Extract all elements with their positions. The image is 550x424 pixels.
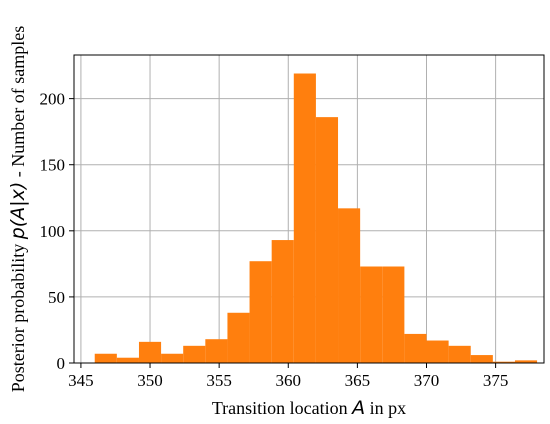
y-tick-label: 150 xyxy=(40,156,66,175)
histogram-bar xyxy=(161,353,184,363)
histogram-bar xyxy=(94,353,117,363)
x-axis-label-post: in px xyxy=(365,398,406,418)
y-tick-label: 0 xyxy=(57,354,66,373)
y-tick-label: 200 xyxy=(40,90,66,109)
y-tick-label: 50 xyxy=(48,288,65,307)
histogram-bar xyxy=(404,333,427,363)
axis-ticks: 345 350 355 360 365 370 375 0 50 100 150 200 xyxy=(40,90,509,390)
histogram-bar xyxy=(514,360,538,363)
plot-frame xyxy=(73,54,545,364)
x-tick-label: 370 xyxy=(414,371,440,390)
y-axis-label: Posterior probability p(A|x) - Number of… xyxy=(7,26,29,392)
histogram-bar xyxy=(271,240,294,363)
histogram-bar xyxy=(183,345,206,363)
histogram-bar xyxy=(470,355,493,363)
histogram-bar xyxy=(293,73,316,363)
x-tick-label: 350 xyxy=(137,371,163,390)
y-axis-label-math: p(A|x) xyxy=(7,182,29,241)
histogram-bar xyxy=(227,312,250,363)
histogram-bar xyxy=(315,117,339,363)
histogram-bar xyxy=(249,261,272,363)
histogram-bars xyxy=(94,73,538,363)
y-axis-label-pre: Posterior probability xyxy=(8,239,28,392)
x-tick-label: 375 xyxy=(483,371,509,390)
histogram-bar xyxy=(205,339,228,363)
x-axis-label-math: A xyxy=(350,397,365,419)
x-tick-label: 360 xyxy=(276,371,302,390)
x-tick-label: 345 xyxy=(68,371,94,390)
y-tick-label: 100 xyxy=(40,222,66,241)
x-tick-label: 365 xyxy=(345,371,371,390)
x-axis-label-pre: Transition location xyxy=(212,398,352,418)
histogram-bar xyxy=(338,208,361,363)
histogram-bar xyxy=(138,341,162,363)
histogram-bar xyxy=(492,361,515,363)
histogram-bar xyxy=(360,266,383,363)
y-axis-label-post: - Number of samples xyxy=(8,26,28,182)
histogram-bar xyxy=(426,340,449,363)
histogram-bar xyxy=(448,345,471,363)
x-axis-label: Transition location A in px xyxy=(212,397,406,419)
histogram-bar xyxy=(382,266,405,363)
x-tick-label: 355 xyxy=(206,371,232,390)
histogram-bar xyxy=(116,357,139,363)
